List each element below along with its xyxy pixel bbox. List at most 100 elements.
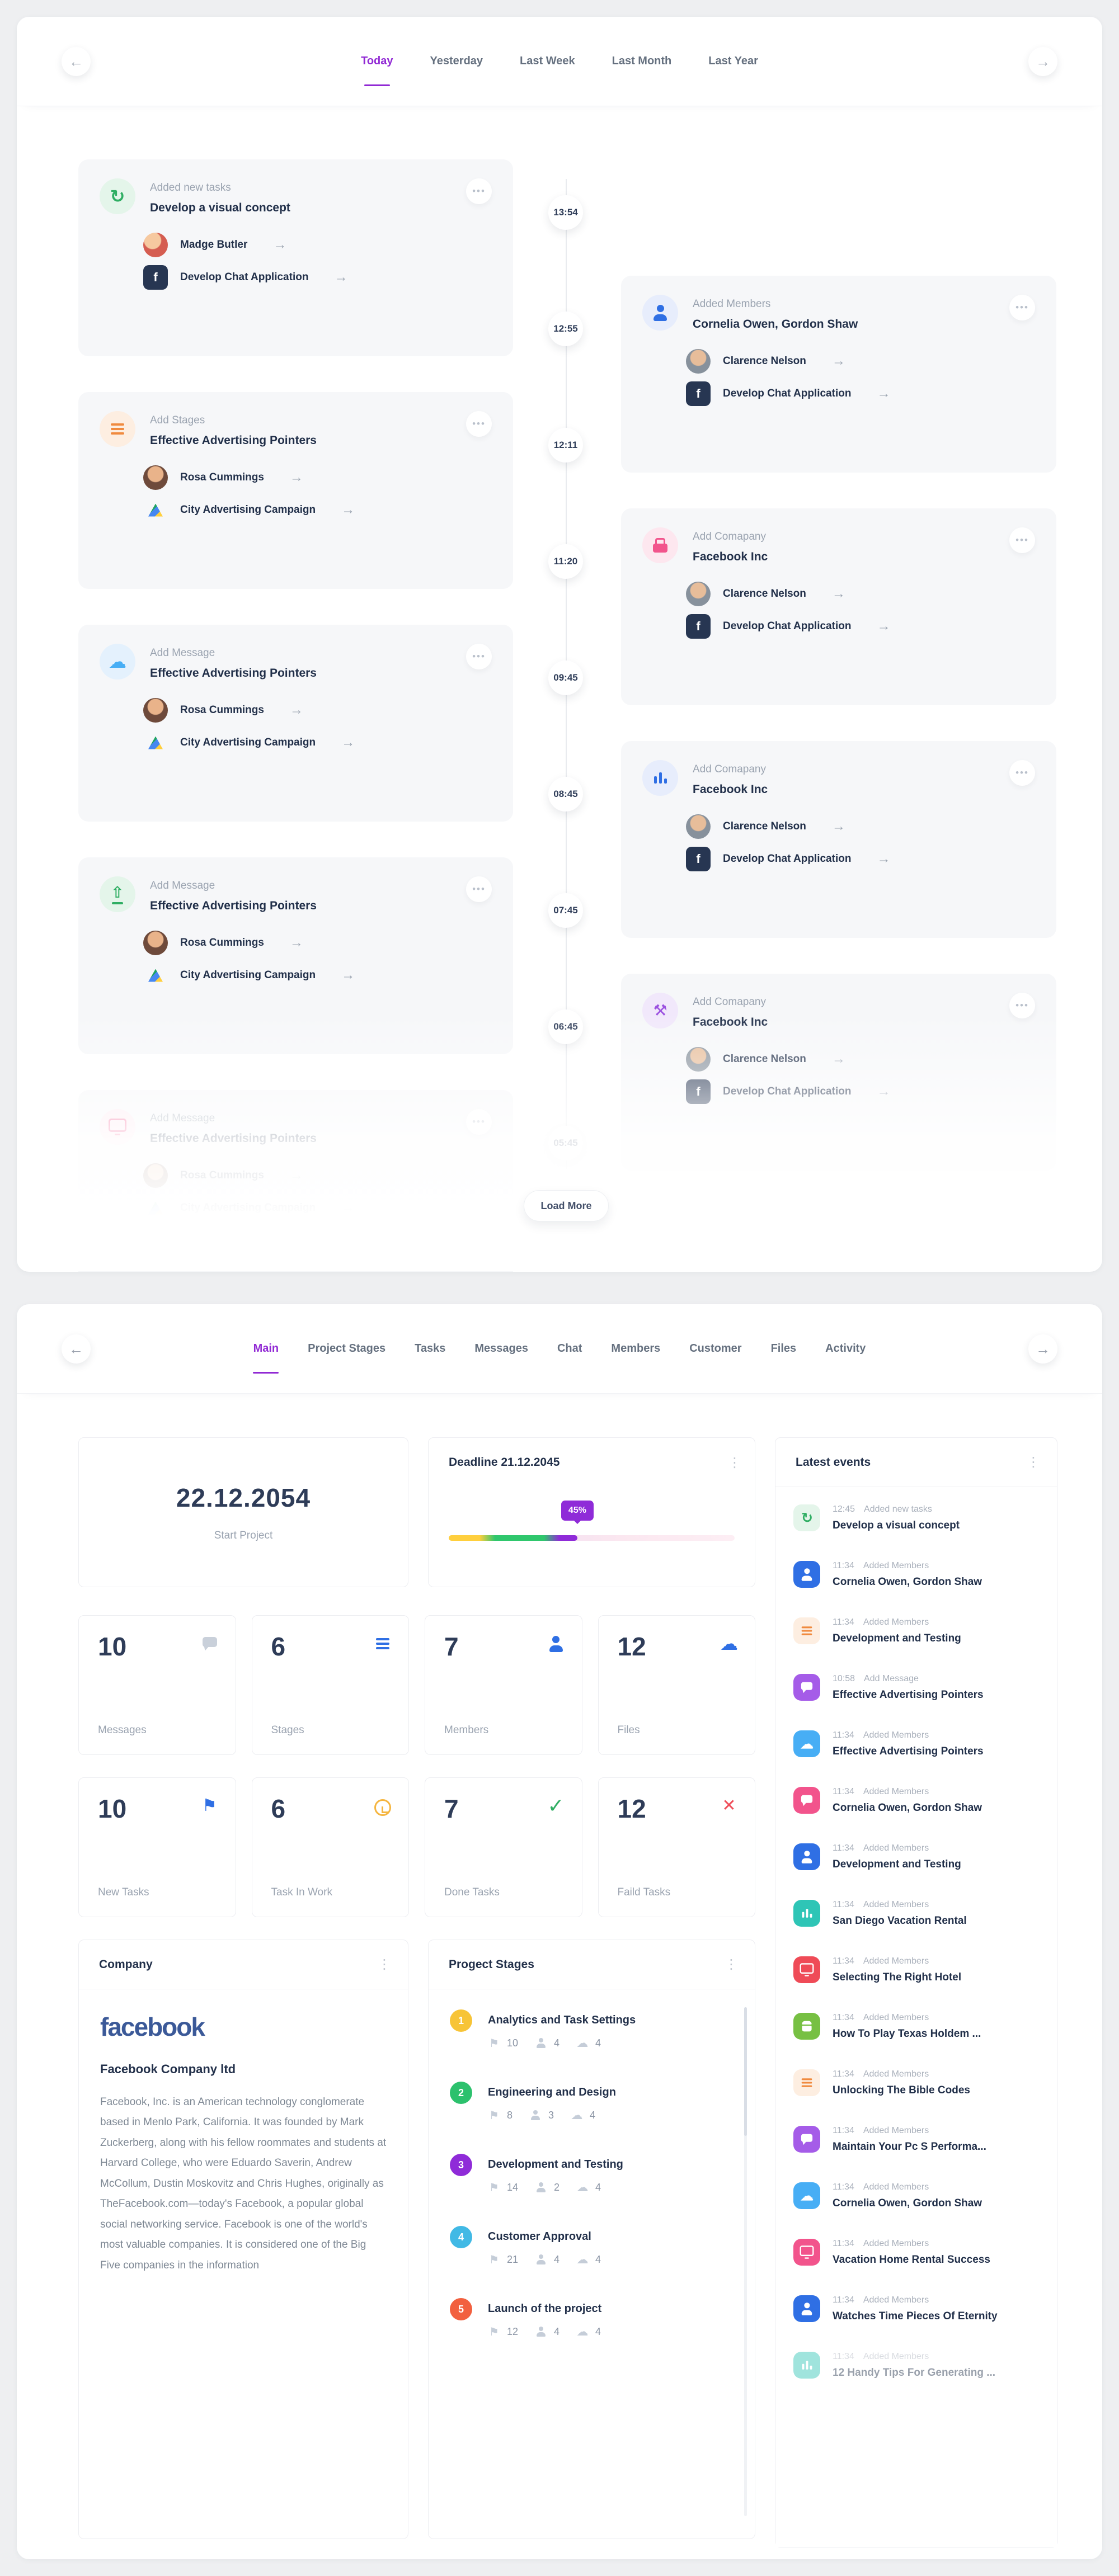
card-menu-button[interactable]: ••• <box>466 411 492 437</box>
arrow-icon[interactable]: → <box>341 735 355 750</box>
event-item[interactable]: 11:34 Added Members Watches Time Pieces … <box>793 2295 1041 2323</box>
arrow-icon[interactable]: → <box>289 702 303 718</box>
card-subject: Facebook Inc <box>693 550 768 563</box>
stage-item[interactable]: 2 Engineering and Design 8 3 4 <box>450 2082 734 2121</box>
forward-arrow-button[interactable]: → <box>1028 47 1057 76</box>
event-item[interactable]: 11:34 Added Members Unlocking The Bible … <box>793 2069 1041 2097</box>
event-item[interactable]: 11:34 Added Members Cornelia Owen, Gordo… <box>793 1787 1041 1814</box>
stage-item[interactable]: 5 Launch of the project 12 4 4 <box>450 2298 734 2338</box>
event-item[interactable]: 11:34 Added Members Development and Test… <box>793 1617 1041 1645</box>
event-time: 10:58 <box>833 1674 855 1683</box>
arrow-icon[interactable]: → <box>831 819 845 834</box>
card-row[interactable]: City Advertising Campaign → <box>143 730 492 755</box>
dashboard-tab[interactable]: Project Stages <box>308 1342 386 1355</box>
card-row[interactable]: Develop Chat Application → <box>686 847 1035 871</box>
card-menu-button[interactable]: ••• <box>1009 295 1035 320</box>
event-item[interactable]: 11:34 Added Members Development and Test… <box>793 1843 1041 1871</box>
back-arrow-button[interactable]: ← <box>62 47 91 76</box>
dashboard-tab[interactable]: Tasks <box>415 1342 446 1355</box>
card-row[interactable]: Develop Chat Application → <box>686 381 1035 406</box>
arrow-icon[interactable]: → <box>831 353 845 369</box>
arrow-icon[interactable]: → <box>877 1084 891 1099</box>
event-item[interactable]: 12:45 Added new tasks Develop a visual c… <box>793 1504 1041 1532</box>
card-menu-button[interactable]: ••• <box>466 178 492 204</box>
arrow-icon[interactable]: → <box>289 470 303 485</box>
arrow-icon[interactable]: → <box>877 386 891 401</box>
arrow-icon[interactable]: → <box>273 237 287 252</box>
dashboard-tab[interactable]: Customer <box>689 1342 742 1355</box>
timeline-tab[interactable]: Last Month <box>612 55 672 67</box>
members-count: 4 <box>554 2037 560 2049</box>
card-row[interactable]: Clarence Nelson → <box>686 349 1035 374</box>
icon-glyph <box>654 772 667 784</box>
company-menu-button[interactable]: ⋮ <box>373 1952 396 1977</box>
timeline-tab[interactable]: Yesterday <box>430 55 483 67</box>
icon-glyph <box>110 187 125 205</box>
events-menu-button[interactable]: ⋮ <box>1022 1450 1045 1475</box>
card-menu-button[interactable]: ••• <box>466 1109 492 1135</box>
deadline-card: Deadline 21.12.2045 ⋮ 45% <box>428 1437 755 1587</box>
arrow-icon[interactable]: → <box>289 1168 303 1183</box>
dashboard-tab[interactable]: Main <box>253 1342 279 1355</box>
card-row[interactable]: Clarence Nelson → <box>686 1047 1035 1072</box>
stages-menu-button[interactable]: ⋮ <box>720 1952 742 1977</box>
back-arrow-button[interactable]: ← <box>62 1334 91 1364</box>
timeline-tab[interactable]: Today <box>361 55 393 67</box>
card-menu-button[interactable]: ••• <box>466 644 492 669</box>
card-row[interactable]: Rosa Cummings → <box>143 465 492 490</box>
arrow-icon[interactable]: → <box>831 1051 845 1067</box>
arrow-icon[interactable]: → <box>877 619 891 634</box>
event-item[interactable]: 11:34 Added Members Cornelia Owen, Gordo… <box>793 2182 1041 2210</box>
card-menu-button[interactable]: ••• <box>1009 993 1035 1018</box>
event-item[interactable]: 11:34 Added Members San Diego Vacation R… <box>793 1900 1041 1927</box>
card-row[interactable]: City Advertising Campaign → <box>143 1196 492 1220</box>
forward-arrow-button[interactable]: → <box>1028 1334 1057 1364</box>
event-time: 11:34 <box>833 2182 854 2192</box>
card-row[interactable]: Develop Chat Application → <box>143 265 492 290</box>
card-row[interactable]: Develop Chat Application → <box>686 1079 1035 1104</box>
card-row[interactable]: Clarence Nelson → <box>686 582 1035 606</box>
arrow-icon[interactable]: → <box>877 851 891 866</box>
stage-item[interactable]: 4 Customer Approval 21 4 4 <box>450 2226 734 2266</box>
event-item[interactable]: 11:34 Added Members How To Play Texas Ho… <box>793 2013 1041 2040</box>
timeline-tab[interactable]: Last Week <box>520 55 575 67</box>
arrow-icon[interactable]: → <box>341 502 355 517</box>
arrow-icon[interactable]: → <box>289 935 303 950</box>
event-item[interactable]: 11:34 Added Members Vacation Home Rental… <box>793 2239 1041 2266</box>
load-more-button[interactable]: Load More <box>524 1190 609 1221</box>
stage-item[interactable]: 3 Development and Testing 14 2 4 <box>450 2154 734 2193</box>
dashboard-tab[interactable]: Files <box>770 1342 797 1355</box>
timeline-tab[interactable]: Last Year <box>708 55 758 67</box>
card-row[interactable]: Madge Butler → <box>143 233 492 257</box>
event-item[interactable]: 10:58 Add Message Effective Advertising … <box>793 1674 1041 1701</box>
card-row[interactable]: Clarence Nelson → <box>686 814 1035 839</box>
card-row[interactable]: City Advertising Campaign → <box>143 963 492 988</box>
dashboard-tab[interactable]: Activity <box>825 1342 866 1355</box>
card-menu-button[interactable]: ••• <box>1009 760 1035 786</box>
row-name: Develop Chat Application <box>723 853 852 865</box>
event-item[interactable]: 11:34 Added Members Effective Advertisin… <box>793 1730 1041 1758</box>
event-time: 11:34 <box>833 2239 854 2248</box>
arrow-icon[interactable]: → <box>341 968 355 983</box>
event-item[interactable]: 11:34 Added Members Maintain Your Pc S P… <box>793 2126 1041 2153</box>
card-row[interactable]: City Advertising Campaign → <box>143 498 492 522</box>
arrow-icon[interactable]: → <box>334 270 348 285</box>
card-menu-button[interactable]: ••• <box>1009 527 1035 553</box>
stat-label: Faild Tasks <box>617 1886 671 1898</box>
event-item[interactable]: 11:34 Added Members Cornelia Owen, Gordo… <box>793 1561 1041 1588</box>
card-menu-button[interactable]: ••• <box>466 876 492 902</box>
event-item[interactable]: 11:34 Added Members Selecting The Right … <box>793 1956 1041 1984</box>
card-row[interactable]: Rosa Cummings → <box>143 931 492 955</box>
dashboard-tab[interactable]: Members <box>611 1342 661 1355</box>
stage-item[interactable]: 1 Analytics and Task Settings 10 4 4 <box>450 2009 734 2049</box>
arrow-icon[interactable]: → <box>341 1200 355 1215</box>
card-row[interactable]: Develop Chat Application → <box>686 614 1035 639</box>
card-row[interactable]: Rosa Cummings → <box>143 1163 492 1188</box>
arrow-icon[interactable]: → <box>831 586 845 601</box>
scrollbar[interactable] <box>744 2007 747 2516</box>
deadline-menu-button[interactable]: ⋮ <box>723 1450 746 1475</box>
dashboard-tab[interactable]: Chat <box>557 1342 582 1355</box>
card-row[interactable]: Rosa Cummings → <box>143 698 492 723</box>
dashboard-tab[interactable]: Messages <box>474 1342 528 1355</box>
event-item[interactable]: 11:34 Added Members 12 Handy Tips For Ge… <box>793 2352 1041 2379</box>
